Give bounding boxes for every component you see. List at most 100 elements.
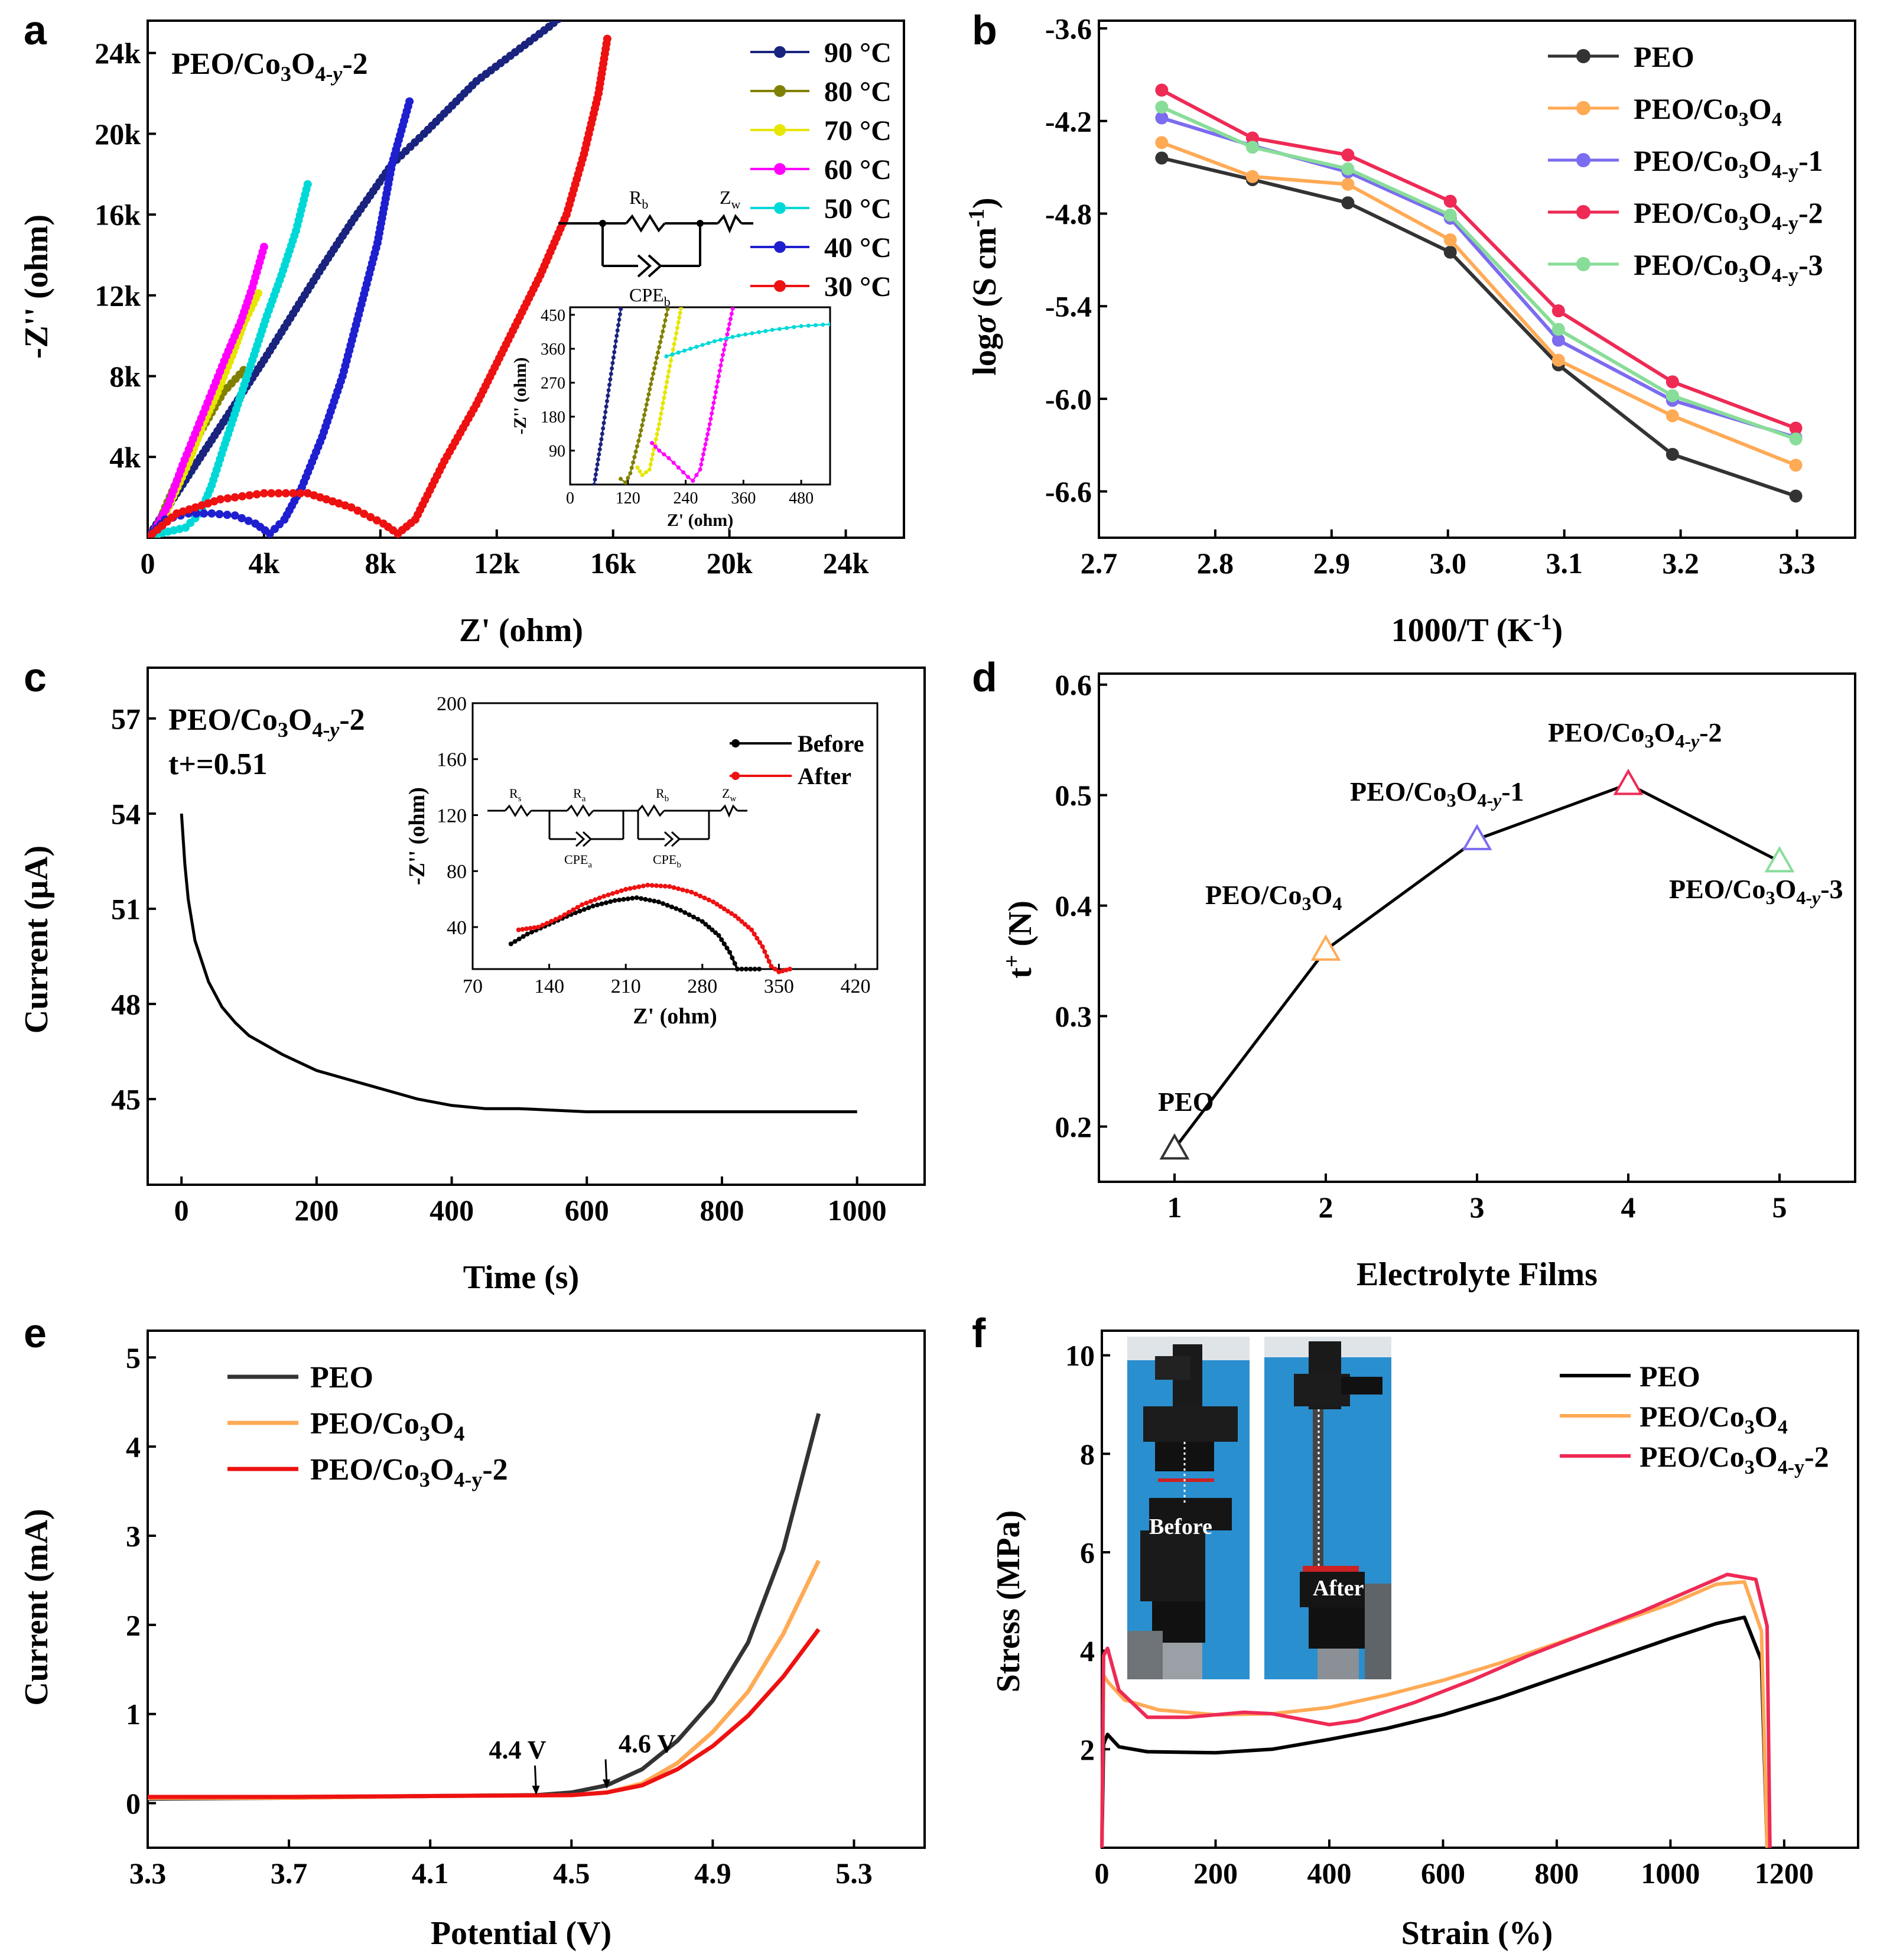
inset-data-point — [680, 887, 685, 892]
inset-data-point — [664, 313, 669, 317]
inset-data-point — [603, 409, 608, 414]
inset-data-point — [651, 371, 656, 376]
panel-f-chart: 0 200 400 600 800 1000 1200 2 4 6 8 10 PEO PEO/Co3O4P… — [1065, 1330, 1859, 1890]
legend-label: Before — [798, 730, 864, 757]
inset-data-point — [520, 927, 525, 932]
inset-data-point — [642, 412, 647, 417]
data-point — [230, 493, 239, 502]
inset-data-point — [669, 358, 674, 363]
inset-data-point — [663, 385, 668, 389]
inset-data-point — [657, 448, 662, 453]
y-tick-label: 2 — [1080, 1733, 1095, 1766]
y-tick-label: 0.5 — [1055, 779, 1092, 812]
panel-a-circuit — [558, 214, 753, 278]
inset-data-point — [678, 908, 683, 913]
inset-data-point — [723, 342, 727, 347]
data-point — [360, 509, 369, 518]
inset-data-point — [604, 404, 609, 409]
inset-data-point — [727, 950, 733, 955]
data-point — [1155, 151, 1169, 165]
inset-data-point — [749, 927, 754, 932]
panel-b-xlabel: 1000/T (K-1) — [1391, 610, 1563, 649]
y-tick-label: 48 — [111, 988, 141, 1021]
inset-data-point — [597, 895, 602, 901]
legend-label: 90 °C — [824, 37, 892, 69]
inset-data-point — [659, 334, 664, 339]
data-point — [1443, 245, 1457, 259]
inset-data-point — [681, 470, 685, 474]
legend-label: 80 °C — [824, 76, 892, 108]
data-point — [572, 0, 580, 8]
data-point — [558, 11, 567, 19]
legend-label: PEO/Co3O4 — [1634, 92, 1782, 131]
inset-data-point — [524, 926, 529, 931]
x-tick-label: 2.7 — [1081, 547, 1118, 580]
data-point — [1245, 141, 1259, 154]
series-line — [148, 1559, 821, 1800]
inset-data-point — [640, 473, 645, 477]
data-point — [178, 507, 187, 516]
y-tick-label: 0.3 — [1055, 1000, 1092, 1033]
inset-data-point — [602, 415, 607, 420]
inset-data-point — [711, 899, 716, 905]
legend-marker — [774, 46, 786, 58]
inset-data-point — [661, 329, 665, 334]
inset-data-point — [600, 431, 604, 436]
inset-data-point — [590, 903, 596, 909]
photo-after — [1264, 1337, 1391, 1679]
legend-marker — [774, 241, 786, 253]
inset-data-point — [623, 887, 629, 892]
inset-data-point — [617, 898, 622, 902]
inset-data-point — [658, 340, 663, 344]
data-point — [191, 503, 200, 512]
inset-data-point — [724, 336, 729, 341]
inset-data-point — [664, 354, 669, 359]
inset-data-point — [730, 955, 735, 961]
data-point — [1443, 194, 1457, 208]
panel-c-xlabel: Time (s) — [463, 1259, 580, 1296]
inset-y-tick-label: 270 — [541, 375, 565, 393]
inset-data-point — [752, 967, 757, 971]
inset-data-point — [658, 883, 663, 889]
x-tick-label: 600 — [1421, 1857, 1465, 1890]
y-tick-label: 16k — [95, 199, 141, 232]
y-tick-label: 2 — [126, 1608, 141, 1642]
data-point — [1551, 323, 1565, 336]
panel-b-ylabel: logσ (S cm-1) — [964, 197, 1003, 375]
inset-data-point — [650, 452, 655, 457]
data-point — [328, 497, 337, 506]
photo-before — [1127, 1337, 1250, 1679]
inset-data-point — [649, 382, 653, 386]
inset-data-point — [743, 332, 748, 337]
inset-data-point — [766, 958, 772, 964]
inset-data-point — [658, 417, 662, 421]
inset-data-point — [718, 337, 723, 342]
inset-y-tick-label: 120 — [437, 805, 467, 827]
legend-marker — [774, 280, 786, 292]
inset-data-point — [584, 901, 589, 906]
inset-data-point — [625, 896, 630, 902]
legend-marker — [1576, 101, 1590, 115]
data-point — [238, 513, 246, 522]
inset-data-point — [708, 417, 713, 421]
inset-data-point — [721, 906, 727, 912]
data-point — [1462, 824, 1492, 850]
inset-data-point — [637, 469, 642, 474]
data-point — [563, 7, 571, 15]
inset-data-point — [676, 320, 681, 325]
inset-data-point — [521, 934, 526, 939]
legend-marker — [1576, 49, 1590, 63]
y-tick-label: 20k — [95, 118, 141, 151]
inset-data-point — [700, 457, 705, 461]
data-point — [289, 489, 298, 498]
inset-data-point — [742, 922, 747, 927]
data-point — [334, 499, 343, 508]
inset-data-point — [655, 432, 659, 437]
inset-data-point — [656, 350, 661, 355]
data-point — [568, 4, 576, 12]
panel-c-title: PEO/Co3O4-y-2 — [168, 703, 365, 742]
inset-data-point — [667, 884, 672, 889]
inset-data-point — [677, 316, 682, 320]
panel-label-f: f — [972, 1310, 986, 1356]
data-point — [1341, 148, 1355, 162]
